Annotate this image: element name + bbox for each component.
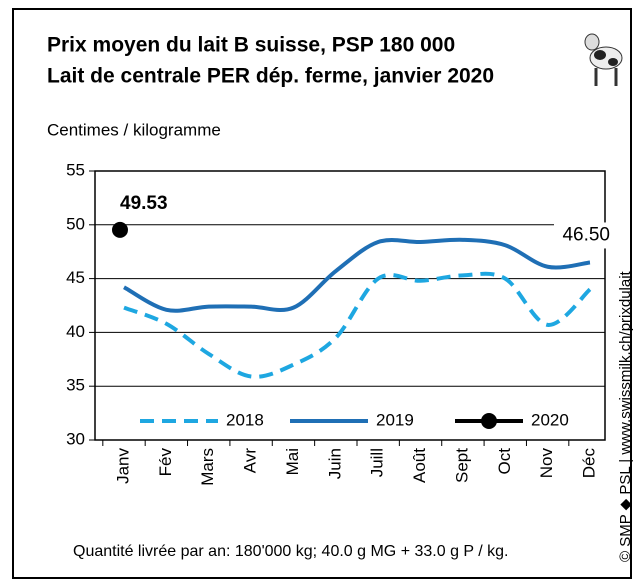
point-marker: [112, 222, 128, 238]
y-axis-label: Centimes / kilogramme: [47, 120, 221, 139]
x-tick-label: Avr: [241, 448, 260, 474]
chart-subtitle: Lait de centrale PER dép. ferme, janvier…: [47, 65, 494, 88]
legend-marker: [481, 413, 497, 429]
x-tick-label: Mars: [198, 448, 217, 486]
frame: [13, 9, 631, 578]
x-tick-label: Juill: [368, 448, 387, 477]
x-tick-label: Juin: [325, 448, 344, 479]
x-tick-label: Nov: [537, 448, 556, 479]
y-tick-label: 55: [66, 160, 85, 179]
x-tick-label: Mai: [283, 448, 302, 475]
x-tick-label: Sept: [452, 448, 471, 483]
y-tick-label: 40: [66, 322, 85, 341]
y-tick-label: 45: [66, 268, 85, 287]
x-tick-label: Fév: [156, 448, 175, 477]
value-label: 46.50: [562, 224, 610, 245]
y-tick-label: 35: [66, 376, 85, 395]
legend-label: 2019: [376, 410, 414, 429]
legend-label: 2018: [226, 410, 264, 429]
chart: Prix moyen du lait B suisse, PSP 180 000…: [0, 0, 644, 581]
footnote: Quantité livrée par an: 180'000 kg; 40.0…: [73, 543, 508, 560]
source: © SMP ◆ PSL | www.swissmilk.ch/prixdulai…: [617, 270, 634, 562]
y-tick-label: 30: [66, 429, 85, 448]
x-tick-label: Janv: [113, 448, 132, 484]
x-tick-label: Août: [410, 448, 429, 483]
y-tick-label: 50: [66, 214, 85, 233]
x-tick-label: Déc: [579, 448, 598, 479]
chart-title: Prix moyen du lait B suisse, PSP 180 000: [47, 34, 455, 57]
page: Prix moyen du lait B suisse, PSP 180 000…: [0, 0, 644, 586]
legend-label: 2020: [531, 410, 569, 429]
value-label: 49.53: [120, 193, 168, 214]
x-tick-label: Oct: [495, 448, 514, 475]
